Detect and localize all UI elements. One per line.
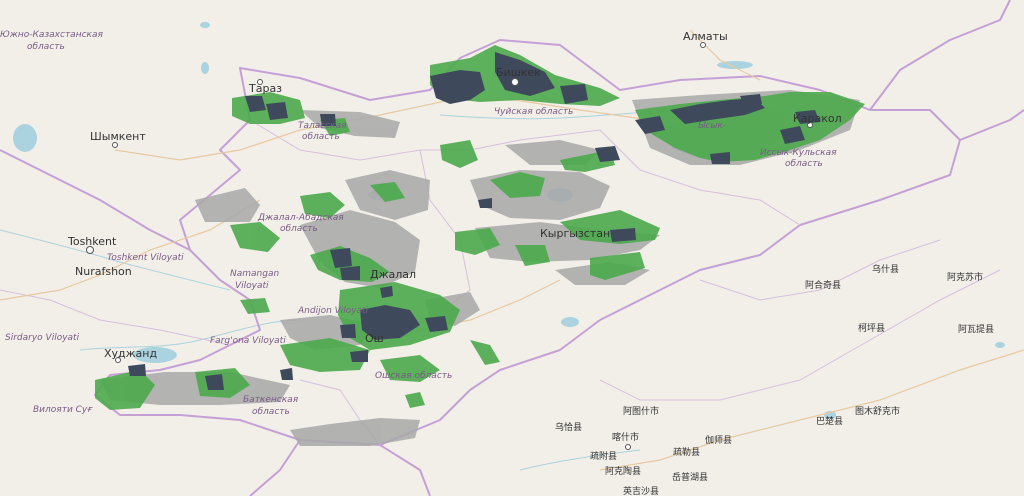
label-wuqia: 乌恰县 [555, 421, 582, 433]
label-batken-1: Баткенская [243, 395, 299, 405]
label-issyk-kul-1: Иссык-Кульская [760, 148, 837, 158]
almaty-marker [700, 42, 706, 48]
label-tumxuk: 图木舒克市 [855, 405, 900, 417]
label-batken-2: область [252, 407, 290, 417]
label-wushi: 乌什县 [872, 263, 899, 275]
label-akto: 阿克陶县 [605, 465, 641, 477]
label-country: Кыргызстан [540, 227, 610, 240]
label-zhambyl-1: Таласская [298, 121, 347, 131]
lake-small-2 [201, 62, 209, 74]
bishkek-marker [511, 78, 519, 86]
label-awati: 阿瓦提县 [958, 324, 994, 335]
city-markers [86, 42, 813, 450]
label-fargona: Farg'ona Viloyati [210, 336, 286, 346]
label-osh: Ош [365, 332, 384, 345]
label-atushi: 阿图什市 [623, 405, 659, 417]
label-issyk-kul-2: область [785, 159, 823, 169]
region-labels: Южно-Казахстанская область Таласская обл… [0, 30, 837, 417]
kz-cn-border [869, 0, 1011, 111]
label-nurafshon: Nurafshon [75, 265, 132, 278]
label-chuy: Чуйская область [494, 107, 573, 117]
label-almaty: Алматы [683, 30, 728, 43]
tajik-border [249, 439, 301, 496]
label-tashkent: Toshkent [67, 235, 117, 248]
label-zhambyl-2: область [302, 132, 340, 142]
label-namangan-1: Namangan [230, 269, 279, 279]
label-aheqi: 阿合奇县 [805, 279, 841, 291]
taraz-marker [257, 79, 263, 85]
label-karakol: Каракол [793, 112, 842, 125]
label-shymkent: Шымкент [90, 130, 146, 143]
label-khujand: Худжанд [104, 347, 157, 360]
cn-tj-border [379, 444, 431, 496]
lake-small-1 [200, 22, 210, 28]
kyrgyz-border [94, 39, 961, 446]
city-labels: Алматы Бишкек Тараз Шымкент Toshkent Nur… [67, 30, 842, 360]
kashgar-marker [625, 444, 631, 450]
kairakkum-reservoir [133, 347, 177, 363]
label-south-kz-2: область [27, 42, 65, 52]
label-taraz: Тараз [248, 82, 282, 95]
khujand-marker [115, 357, 121, 363]
china-labels: 阿合奇县 乌什县 阿克苏市 柯坪县 阿瓦提县 阿图什市 乌恰县 喀什市 疏附县 … [555, 263, 994, 496]
label-osh-obl: Ошская область [375, 371, 452, 381]
shymkent-marker [112, 142, 118, 148]
label-yuepuhu: 岳普湖县 [672, 471, 708, 483]
label-andijon: Andijon Viloyati [297, 306, 369, 316]
label-jalal-1: Джалал-Абадская [257, 213, 344, 223]
label-jiashi: 伽师县 [705, 434, 732, 446]
lake-cn-2 [995, 342, 1005, 348]
label-south-kz-1: Южно-Казахстанская [0, 30, 103, 40]
lake-west [13, 124, 37, 152]
label-bishkek: Бишкек [496, 66, 541, 79]
label-aksu: 阿克苏市 [947, 271, 983, 283]
label-shufu: 疏附县 [590, 450, 617, 462]
label-bachu: 巴楚县 [816, 415, 843, 427]
label-tashkent-v: Toshkent Viloyati [107, 253, 184, 263]
label-namangan-2: Viloyati [235, 281, 269, 291]
label-issyk-lake: Ысык- [698, 121, 726, 131]
chatyr-kul-lake [561, 317, 579, 327]
tashkent-marker [86, 246, 94, 254]
label-jalal-2: область [280, 224, 318, 234]
karakol-marker [807, 122, 813, 128]
label-vilayati: Вилояти Суғ [33, 405, 93, 415]
uz-kz-border [0, 149, 191, 251]
label-yingjisha: 英吉沙县 [623, 485, 659, 496]
label-kalpin: 柯坪县 [858, 322, 885, 334]
china-border-east [959, 109, 1024, 141]
label-kashgar: 喀什市 [612, 431, 639, 443]
dark-overlay [128, 52, 820, 390]
label-sirdaryo: Sirdaryo Viloyati [5, 333, 80, 343]
label-shule: 疏勒县 [673, 446, 700, 458]
label-jalalabad: Джалал [370, 268, 416, 281]
